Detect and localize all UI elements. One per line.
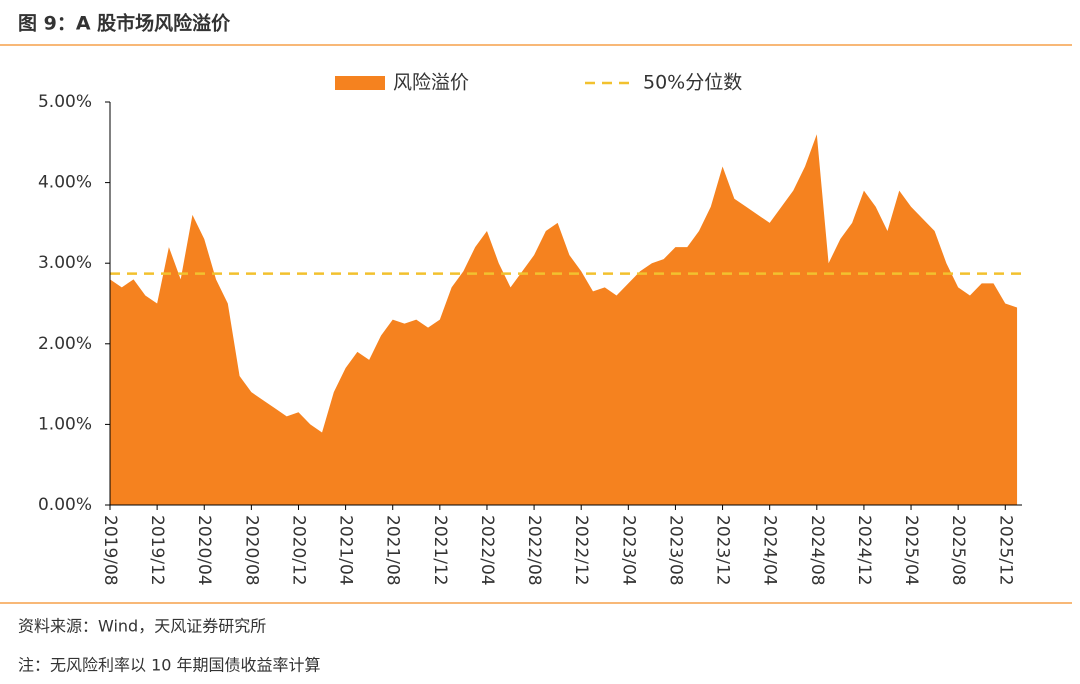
y-tick-label: 0.00% — [38, 495, 92, 515]
x-tick-label: 2024/04 — [760, 515, 780, 586]
y-tick-label: 3.00% — [38, 253, 92, 273]
y-tick-label: 2.00% — [38, 334, 92, 354]
x-tick-label: 2024/08 — [807, 515, 827, 586]
chart-title: 图 9：A 股市场风险溢价 — [18, 12, 231, 35]
x-tick-label: 2019/12 — [147, 515, 167, 586]
x-tick-label: 2021/08 — [383, 515, 403, 586]
x-tick-label: 2022/04 — [477, 515, 497, 586]
x-tick-label: 2024/12 — [854, 515, 874, 586]
x-tick-label: 2023/08 — [665, 515, 685, 586]
area — [110, 134, 1018, 506]
y-tick-label: 4.00% — [38, 173, 92, 193]
x-tick-label: 2023/04 — [618, 515, 638, 586]
x-tick-label: 2021/04 — [336, 515, 356, 586]
source: 资料来源：Wind，天风证券研究所 — [18, 617, 266, 636]
note: 注：无风险利率以 10 年期国债收益率计算 — [18, 656, 321, 675]
y-tick-label: 5.00% — [38, 92, 92, 112]
x-tick-label: 2021/12 — [430, 515, 450, 586]
x-tick-label: 2020/08 — [241, 515, 261, 586]
x-tick-label: 2025/08 — [948, 515, 968, 586]
y-tick-label: 1.00% — [38, 414, 92, 434]
legend-label: 风险溢价 — [393, 72, 469, 94]
x-tick-label: 2019/08 — [100, 515, 120, 586]
x-tick-label: 2020/04 — [194, 515, 214, 586]
legend-swatch — [335, 76, 385, 90]
x-tick-label: 2025/04 — [901, 515, 921, 586]
legend-label: 50%分位数 — [643, 72, 742, 94]
x-tick-label: 2025/12 — [995, 515, 1015, 586]
x-tick-label: 2023/12 — [713, 515, 733, 586]
x-tick-label: 2022/12 — [571, 515, 591, 586]
x-tick-label: 2022/08 — [524, 515, 544, 586]
x-tick-label: 2020/12 — [288, 515, 308, 586]
